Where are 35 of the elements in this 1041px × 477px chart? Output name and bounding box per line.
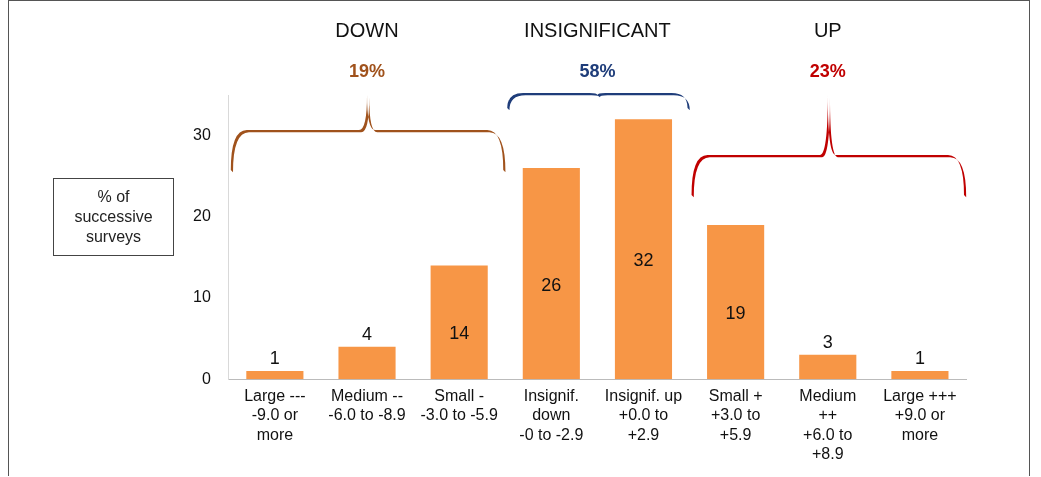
x-tick-label: Insignif. down -0 to -2.9 [519, 387, 584, 443]
data-label: 26 [541, 274, 562, 295]
text: DOWN [335, 18, 399, 41]
text: INSIGNIFICANT [524, 18, 671, 41]
y-axis-title: % of successive surveys [53, 178, 174, 256]
bar [707, 224, 765, 380]
bar [614, 119, 673, 380]
data-label: 4 [362, 323, 373, 344]
y-tick-label: 10 [193, 288, 211, 306]
data-label: 1 [914, 348, 925, 369]
y-tick-label: 0 [201, 369, 211, 387]
data-label: 14 [449, 323, 470, 344]
data-label: 3 [822, 331, 833, 352]
x-tick-label: Medium ++ +6.0 to +8.9 [799, 387, 857, 462]
bar [430, 265, 488, 380]
data-label: 19 [725, 303, 746, 324]
data-label: 32 [633, 250, 654, 271]
text: UP [813, 18, 842, 41]
bar [799, 354, 857, 380]
bar [338, 346, 396, 380]
text: 19% [349, 60, 386, 81]
x-tick-label: Large --- -9.0 or more [244, 387, 306, 443]
data-label: 1 [269, 348, 280, 369]
text: 58% [579, 60, 616, 81]
x-tick-label: Insignif. up +0.0 to +2.9 [604, 387, 683, 443]
y-tick-label: 30 [193, 126, 211, 144]
text: 23% [809, 60, 846, 81]
x-tick-label: Large +++ +9.0 or more [883, 387, 957, 443]
y-tick-label: 20 [193, 207, 211, 225]
x-tick-label: Small + +3.0 to +5.9 [708, 387, 763, 443]
bar [246, 371, 304, 380]
x-tick-label: Small - -3.0 to -5.9 [420, 387, 498, 424]
x-tick-label: Medium -- -6.0 to -8.9 [328, 387, 406, 424]
bar [891, 371, 949, 380]
bar [522, 168, 580, 380]
